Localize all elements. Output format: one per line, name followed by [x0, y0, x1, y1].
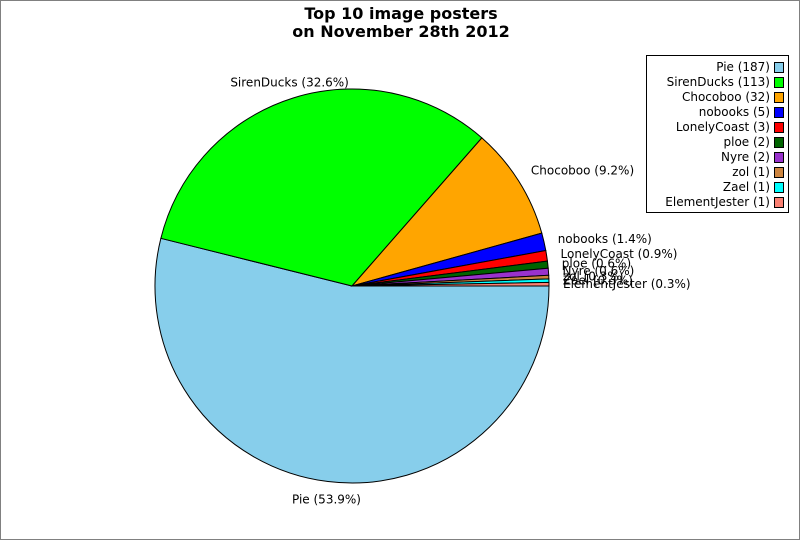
- legend-swatch: [774, 137, 784, 148]
- legend-label: Chocoboo (32): [681, 90, 770, 104]
- pie-slice-pie: [154, 237, 550, 484]
- legend-label: zol (1): [732, 165, 770, 179]
- chart-title: Top 10 image posters on November 28th 20…: [1, 5, 800, 41]
- legend-swatch: [774, 92, 784, 103]
- pie-label-ploe: ploe (0.6%): [562, 256, 631, 270]
- pie-label-nyre: Nyre (0.6%): [563, 264, 635, 278]
- pie-slice-sirenducks: [160, 88, 483, 287]
- legend-label: Pie (187): [716, 60, 770, 74]
- pie-label-lonelycoast: LonelyCoast (0.9%): [561, 247, 678, 261]
- legend-label: Zael (1): [722, 180, 770, 194]
- legend-label: nobooks (5): [698, 105, 770, 119]
- legend-item-nyre: Nyre (2): [647, 149, 788, 165]
- legend-item-chocoboo: Chocoboo (32): [647, 89, 788, 105]
- pie-label-chocoboo: Chocoboo (9.2%): [531, 164, 634, 178]
- legend-item-zael: Zael (1): [647, 179, 788, 195]
- legend-label: ploe (2): [723, 135, 771, 149]
- pie-label-zael: Zael (0.3%): [563, 273, 633, 287]
- legend-item-sirenducks: SirenDucks (113): [647, 74, 788, 90]
- pie-label-pie: Pie (53.9%): [292, 492, 361, 506]
- chart-title-line-2: on November 28th 2012: [292, 22, 510, 41]
- legend-label: ElementJester (1): [665, 195, 770, 209]
- legend-swatch: [774, 77, 784, 88]
- legend-item-elementjester: ElementJester (1): [647, 194, 788, 210]
- legend-label: SirenDucks (113): [666, 75, 770, 89]
- legend-item-pie: Pie (187): [647, 59, 788, 75]
- pie-slice-chocoboo: [350, 137, 543, 287]
- legend-item-ploe: ploe (2): [647, 134, 788, 150]
- legend-swatch: [774, 182, 784, 193]
- legend-swatch: [774, 122, 784, 133]
- pie-labels: Pie (53.9%) SirenDucks (32.6%) Chocoboo (9…: [230, 76, 690, 507]
- legend: Pie (187) SirenDucks (113) Chocoboo (32) no…: [646, 55, 789, 213]
- pie-slices: [154, 88, 550, 484]
- pie-label-sirenducks: SirenDucks (32.6%): [230, 76, 349, 90]
- pie-label-zol: zol (0.3%): [563, 270, 624, 284]
- legend-swatch: [774, 197, 784, 208]
- chart-title-line-1: Top 10 image posters: [304, 4, 498, 23]
- legend-swatch: [774, 152, 784, 163]
- pie-label-nobooks: nobooks (1.4%): [558, 232, 652, 246]
- legend-label: LonelyCoast (3): [675, 120, 770, 134]
- legend-item-nobooks: nobooks (5): [647, 104, 788, 120]
- legend-swatch: [774, 62, 784, 73]
- legend-item-lonelycoast: LonelyCoast (3): [647, 119, 788, 135]
- legend-swatch: [774, 107, 784, 118]
- pie-slice-elementjester: [351, 281, 550, 287]
- pie-label-elementjester: ElementJester (0.3%): [563, 277, 691, 291]
- legend-item-zol: zol (1): [647, 164, 788, 180]
- legend-swatch: [774, 167, 784, 178]
- legend-label: Nyre (2): [721, 150, 770, 164]
